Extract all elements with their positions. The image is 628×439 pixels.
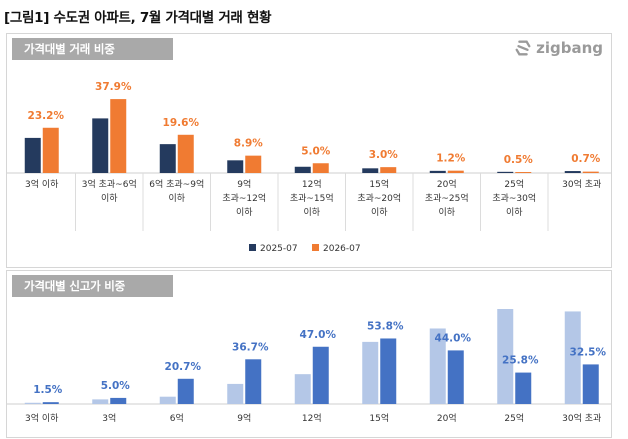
category-label: 초과~25억 [425, 192, 469, 204]
value-label-2026-07: 3.0% [369, 149, 399, 161]
bar-2025-07 [497, 171, 514, 173]
value-label-2026-07: 0.5% [504, 154, 534, 166]
category-label: 초과~20억 [357, 192, 401, 204]
category-label: 이하 [506, 207, 523, 218]
bar-2025-07 [429, 170, 446, 173]
bar-series-1 [227, 383, 244, 404]
category-label: 6억 초과~9억 [149, 178, 204, 190]
bar-series-1 [564, 311, 581, 404]
legend-swatch-2025-07 [249, 244, 256, 251]
value-label-2026-07: 1.2% [436, 153, 466, 165]
category-label: 3억 [102, 412, 116, 424]
value-label-2026-07: 8.9% [234, 138, 264, 150]
zigbang-logo-icon [515, 40, 531, 56]
bar-2025-07 [564, 171, 581, 173]
figure-title: [그림1] 수도권 아파트, 7월 가격대별 거래 현황 [4, 10, 272, 26]
category-label: 9억 [237, 412, 251, 424]
bar-series-2 [582, 364, 599, 404]
category-label: 20억 [437, 178, 457, 190]
bar-series-1 [429, 328, 446, 404]
bar-series-2 [177, 378, 194, 404]
value-label: 5.0% [101, 380, 131, 392]
legend-swatch-2026-07 [312, 244, 319, 251]
bar-series-1 [362, 341, 379, 404]
category-label: 이하 [236, 207, 253, 218]
bar-series-1 [24, 402, 41, 404]
bar-2025-07 [227, 160, 244, 173]
category-label: 초과~30억 [492, 192, 536, 204]
bar-series-2 [312, 346, 329, 404]
value-label-2026-07: 23.2% [28, 110, 65, 122]
bar-2025-07 [294, 166, 311, 173]
legend-label-2026-07: 2026-07 [323, 244, 361, 254]
bar-2025-07 [159, 144, 176, 173]
value-label: 1.5% [33, 384, 63, 396]
category-label: 15억 [369, 178, 389, 190]
bar-series-2 [110, 397, 127, 404]
bar-series-1 [159, 396, 176, 404]
bar-series-2 [245, 359, 262, 404]
bar-2026-07 [515, 172, 532, 173]
category-label: 초과~12억 [222, 192, 266, 204]
bar-2026-07 [177, 134, 194, 173]
bar-2026-07 [312, 163, 329, 173]
category-label: 이하 [438, 207, 455, 218]
category-label: 15억 [369, 412, 389, 424]
bar-2025-07 [362, 168, 379, 173]
value-label-2026-07: 19.6% [163, 117, 200, 129]
legend-label-2025-07: 2025-07 [260, 244, 298, 254]
zigbang-logo-text: zigbang [536, 39, 603, 57]
category-label: 20억 [437, 412, 457, 424]
bar-2025-07 [92, 118, 109, 173]
bar-2026-07 [245, 155, 262, 173]
bar-2026-07 [447, 170, 464, 173]
value-label: 53.8% [367, 320, 404, 332]
bar-series-2 [380, 338, 397, 404]
value-label-2026-07: 0.7% [571, 153, 601, 165]
bar-2026-07 [380, 167, 397, 173]
bar-series-2 [42, 402, 59, 404]
bar-series-2 [515, 372, 532, 404]
value-label-2026-07: 37.9% [95, 81, 132, 93]
record-high-share-chart: 1.5% 3억 이하 5.0% 3억 20.7% 6억 36.7% 9억 47.0% 12억 53.… [7, 309, 611, 424]
category-label: 25억 [504, 178, 524, 190]
category-label: 30억 초과 [562, 412, 601, 424]
category-label: 25억 [504, 412, 524, 424]
bar-2025-07 [24, 137, 41, 173]
record-high-share-title: 가격대별 신고가 비중 [12, 275, 173, 297]
value-label: 44.0% [435, 332, 472, 344]
bar-series-1 [294, 374, 311, 404]
bar-2026-07 [42, 127, 59, 173]
category-label: 12억 [302, 178, 322, 190]
bar-series-1 [92, 399, 109, 404]
bar-series-1 [497, 309, 514, 404]
value-label: 32.5% [570, 346, 607, 358]
bar-2026-07 [582, 171, 599, 173]
bar-series-2 [447, 350, 464, 404]
record-high-share-panel: 1.5% 3억 이하 5.0% 3억 20.7% 6억 36.7% 9억 47.0% 12억 53.… [6, 270, 612, 438]
bar-2026-07 [110, 99, 127, 173]
transaction-share-title: 가격대별 거래 비중 [12, 38, 173, 60]
category-label: 이하 [371, 207, 388, 218]
value-label: 36.7% [232, 341, 269, 353]
category-label: 3억 초과~6억 [82, 178, 137, 190]
value-label: 47.0% [300, 329, 337, 341]
category-label: 9억 [237, 178, 251, 190]
category-label: 12억 [302, 412, 322, 424]
category-label: 6억 [170, 412, 184, 424]
value-label-2026-07: 5.0% [301, 145, 331, 157]
category-label: 3억 이하 [25, 178, 59, 190]
category-label: 초과~15억 [290, 192, 334, 204]
category-label: 30억 초과 [562, 178, 601, 190]
zigbang-logo: zigbang [514, 39, 603, 57]
category-label: 이하 [303, 207, 320, 218]
value-label: 25.8% [502, 355, 539, 367]
category-label: 3억 이하 [25, 412, 59, 424]
value-label: 20.7% [165, 361, 202, 373]
category-label: 이하 [101, 193, 118, 204]
category-label: 이하 [168, 193, 185, 204]
